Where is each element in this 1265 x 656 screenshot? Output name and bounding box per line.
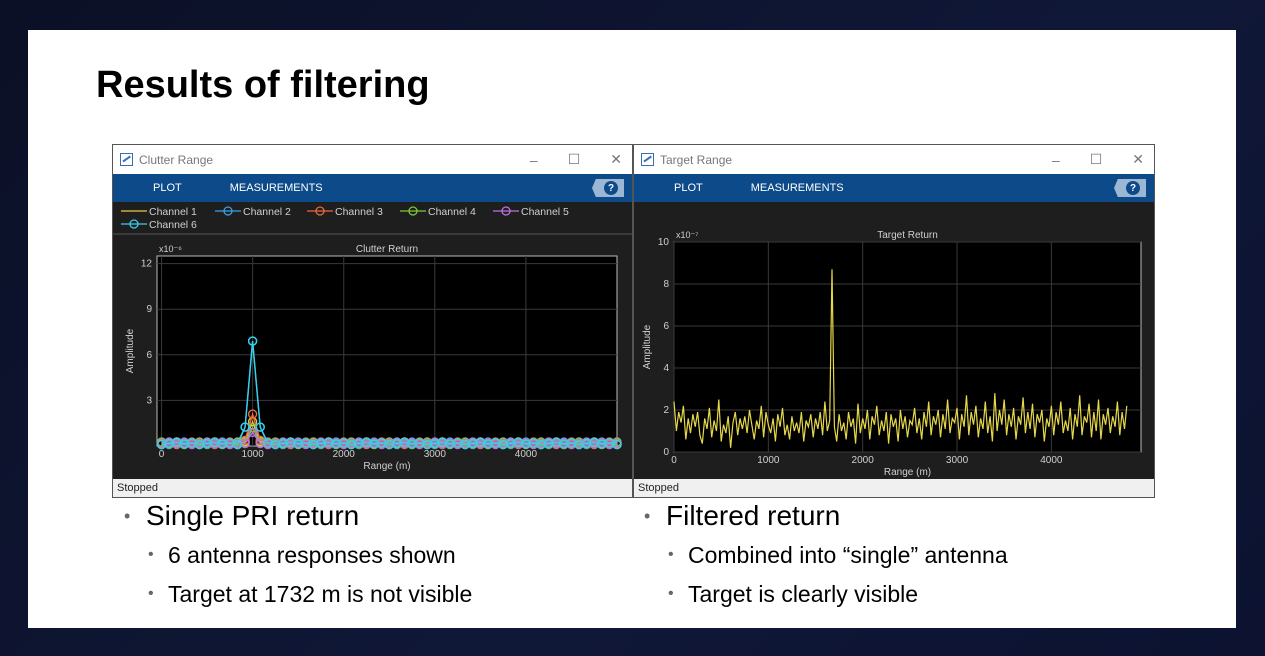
x-tick-label: 3000 [424,449,447,460]
status-bar: Stopped [113,479,632,497]
x-axis-label: Range (m) [884,467,931,478]
y-exponent-label: x10⁻⁶ [159,244,182,254]
help-button[interactable]: ? [592,179,624,197]
y-exponent-label: x10⁻⁷ [676,230,699,240]
legend-entry: Channel 4 [428,206,476,218]
data-point [247,336,258,346]
y-tick-label: 12 [141,259,153,270]
y-axis-label: Amplitude [642,324,653,369]
y-tick-label: 8 [663,279,669,290]
legend-marker [223,206,233,216]
bullet-sub: Target at 1732 m is not visible [116,581,472,608]
right-bullets: Filtered return Combined into “single” a… [636,500,1008,608]
minimize-button[interactable]: – [529,151,538,168]
chart-title: Target Return [877,230,938,241]
x-tick-label: 1000 [242,449,265,460]
y-tick-label: 10 [658,237,670,248]
y-tick-label: 4 [663,363,669,374]
bullet-main: Filtered return [636,500,1008,532]
slide-title: Results of filtering [96,64,430,106]
x-tick-label: 1000 [757,455,780,466]
scope-app-icon [120,153,133,166]
legend-marker [501,206,511,216]
legend-marker [315,206,325,216]
help-icon: ? [1126,181,1140,195]
x-tick-label: 0 [671,455,677,466]
maximize-button[interactable]: ☐ [567,151,581,167]
bullet-sub: 6 antenna responses shown [116,542,472,569]
series-line [161,426,618,446]
y-axis-label: Amplitude [125,328,136,373]
y-tick-label: 9 [146,304,152,315]
help-icon: ? [604,181,618,195]
data-point [232,439,243,450]
plot-area [673,241,1142,453]
y-tick-label: 0 [663,447,669,458]
bullet-sub: Combined into “single” antenna [636,542,1008,569]
x-tick-label: 4000 [515,449,538,460]
close-button[interactable]: ✕ [1132,151,1144,167]
bullet-main: Single PRI return [116,500,472,532]
bullet-sub: Target is clearly visible [636,581,1008,608]
legend-entry: Channel 2 [243,206,291,218]
y-tick-label: 3 [146,395,152,406]
x-tick-label: 2000 [333,449,356,460]
legend-entry: Channel 1 [149,206,197,218]
legend-entry: Channel 5 [521,206,569,218]
x-tick-label: 0 [159,449,165,460]
maximize-button[interactable]: ☐ [1089,151,1103,167]
help-button[interactable]: ? [1114,179,1146,197]
data-point [240,422,250,432]
target-range-window: Target Range – ☐ ✕ PLOT MEASUREMENTS ? 0… [633,144,1155,498]
scope-app-icon [641,153,654,166]
target-return-chart: 0 1000 2000 3000 4000 0 2 4 6 8 10 Target Return x10… [642,230,1142,478]
x-axis-label: Range (m) [363,461,410,472]
data-point [247,409,258,419]
window-title: Clutter Range [139,152,214,167]
close-button[interactable]: ✕ [610,151,622,167]
y-tick-label: 6 [146,350,152,361]
status-bar: Stopped [634,479,1154,497]
data-point [612,439,622,450]
window-title: Target Range [660,152,733,167]
y-tick-label: 6 [663,321,669,332]
minimize-button[interactable]: – [1051,151,1060,168]
toolstrip: PLOT MEASUREMENTS ? [634,174,1154,202]
slide: Results of filtering Clutter Range – ☐ ✕… [28,30,1236,628]
data-point [247,427,258,438]
y-tick-label: 2 [663,405,669,416]
chart-title: Clutter Return [356,244,418,255]
x-tick-label: 3000 [946,455,969,466]
window-titlebar[interactable]: Clutter Range – ☐ ✕ [113,145,632,174]
legend-marker [129,219,139,229]
clutter-return-chart: Channel 1 Channel 2 Channel 3 Channel 4 Chan… [113,206,632,472]
legend-entry: Channel 3 [335,206,383,218]
x-tick-label: 2000 [852,455,875,466]
clutter-range-window: Clutter Range – ☐ ✕ PLOT MEASUREMENTS ? … [112,144,633,498]
window-titlebar[interactable]: Target Range – ☐ ✕ [634,145,1154,174]
tab-plot[interactable]: PLOT [674,182,703,194]
x-tick-label: 4000 [1040,455,1063,466]
tab-measurements[interactable]: MEASUREMENTS [750,182,844,194]
legend-marker [408,206,418,216]
toolstrip: PLOT MEASUREMENTS ? [113,174,632,202]
plot-area [156,255,618,447]
left-bullets: Single PRI return 6 antenna responses sh… [116,500,472,608]
series-line [673,269,1128,448]
legend-entry: Channel 6 [149,219,197,231]
data-point [255,422,265,432]
series-line [161,341,618,446]
tab-measurements[interactable]: MEASUREMENTS [229,182,323,194]
tab-plot[interactable]: PLOT [153,182,182,194]
